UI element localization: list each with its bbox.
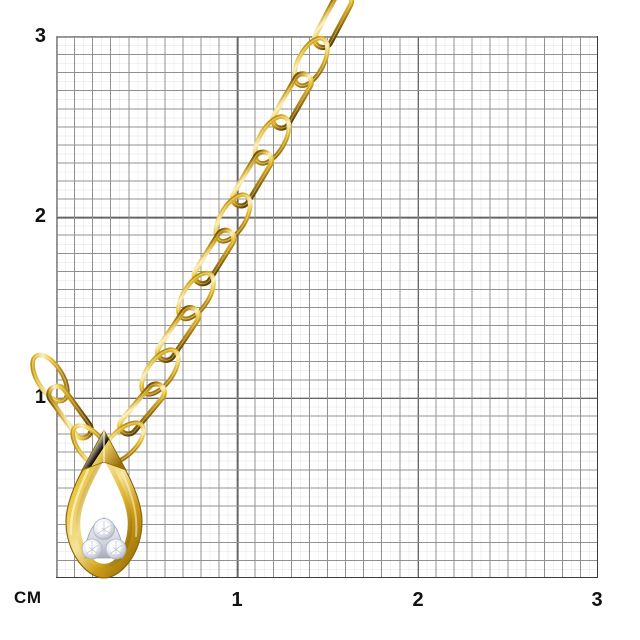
x-axis-tick-1: 1 xyxy=(231,589,243,611)
measurement-grid xyxy=(56,36,598,578)
x-axis-tick-3: 3 xyxy=(591,589,603,611)
unit-label-cm: CM xyxy=(14,588,42,607)
x-axis-tick-2: 2 xyxy=(412,589,424,611)
y-axis-tick-1: 1 xyxy=(34,386,46,408)
y-axis-tick-3: 3 xyxy=(34,25,46,47)
y-axis-tick-2: 2 xyxy=(34,205,46,227)
